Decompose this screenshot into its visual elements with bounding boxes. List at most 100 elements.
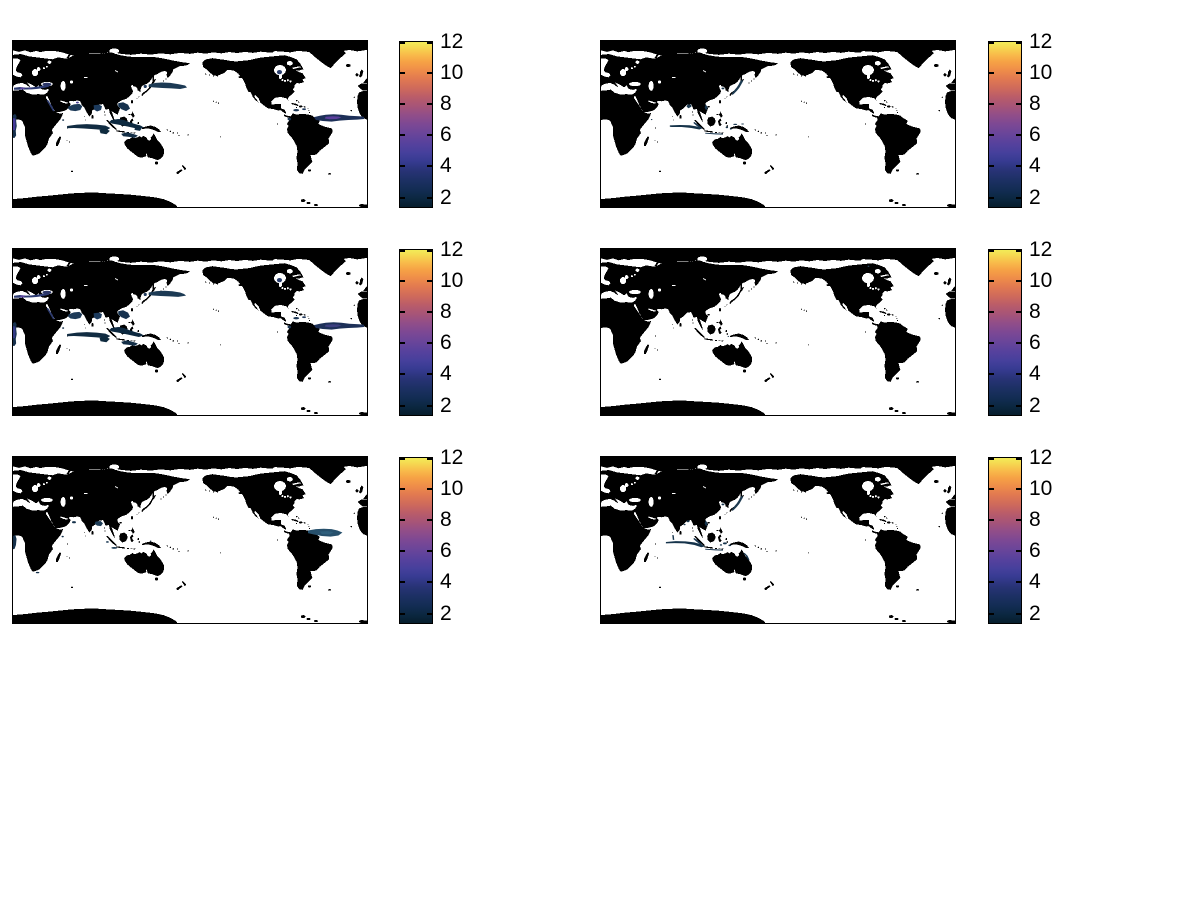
colorbar-tick-label: 8 [1029, 300, 1041, 323]
colorbar-tick [1016, 280, 1021, 282]
data-patch-flores-speck [719, 544, 723, 546]
colorbar-tick [989, 405, 994, 407]
colorbar-tick-label: 10 [1029, 61, 1053, 84]
colorbar-tick [1016, 550, 1021, 552]
colorbar-gradient [400, 458, 432, 623]
data-patch-gulf-of-guinea-core [13, 326, 16, 339]
map-panel-panel-r2c1 [12, 248, 368, 416]
colorbar-tick [989, 488, 994, 490]
data-patch-bay-of-bengal [94, 521, 103, 527]
colorbar-tick [1016, 72, 1021, 74]
map-panel-panel-r1c2 [600, 40, 956, 208]
colorbar-tick [427, 342, 432, 344]
data-patch-sea-of-japan [143, 84, 147, 89]
colorbar-tick-label: 12 [1029, 446, 1053, 469]
data-patch-java-ridge [111, 547, 118, 549]
colorbar-panel-r1c1 [399, 41, 433, 208]
data-patch-yellow-sea [721, 503, 725, 506]
data-patch-indonesian-seas [109, 119, 144, 129]
data-patch-arabian-sea [68, 311, 83, 320]
colorbar-tick [427, 280, 432, 282]
colorbar-tick [400, 280, 405, 282]
colorbar-tick [989, 519, 994, 521]
data-patch-caribbean-e [302, 316, 307, 319]
world-map-svg [13, 457, 367, 623]
colorbar-tick [1016, 581, 1021, 583]
colorbar-panel-r3c2 [988, 457, 1022, 624]
data-patch-west-med-core [20, 295, 25, 298]
data-patch-black-sea [42, 290, 52, 294]
data-patch-bay-of-bengal [93, 312, 102, 320]
data-patch-java-line [705, 548, 723, 551]
map-panel-panel-r2c2 [600, 248, 956, 416]
colorbar-tick [400, 342, 405, 344]
data-patch-west-med-core [20, 87, 25, 90]
colorbar-tick [427, 488, 432, 490]
colorbar-tick [989, 342, 994, 344]
map-panel-panel-r3c2 [600, 456, 956, 624]
data-patch-great-barrier-line [743, 552, 750, 561]
colorbar-tick [400, 134, 405, 136]
data-patch-hudson-bay [276, 278, 283, 283]
colorbar-tick-label: 2 [1029, 394, 1041, 417]
data-patch-bay-of-bengal-mark2 [683, 523, 686, 526]
data-patch-sw-sumatra [99, 336, 110, 343]
data-patch-red-sea [46, 307, 55, 320]
colorbar-tick-label: 6 [1029, 123, 1041, 146]
data-patch-caribbean-e [302, 108, 307, 111]
colorbar-tick [427, 550, 432, 552]
data-patch-somali-speck [61, 535, 64, 538]
data-patch-banda-patch2 [728, 544, 732, 547]
colorbar-tick [427, 72, 432, 74]
data-patch-sumatra-speck [105, 541, 109, 543]
colorbar-tick-label: 10 [1029, 477, 1053, 500]
colorbar-tick [989, 197, 994, 199]
colorbar-gradient [989, 458, 1021, 623]
colorbar-tick [427, 519, 432, 521]
colorbar-tick-label: 10 [440, 269, 464, 292]
data-patch-somali-coast [62, 327, 65, 329]
data-patch-panama-bight [287, 325, 292, 329]
colorbar-tick-label: 12 [440, 30, 464, 53]
colorbar-gradient [989, 250, 1021, 415]
world-map-svg [601, 457, 955, 623]
colorbar-tick-label: 12 [1029, 238, 1053, 261]
data-patch-maldives-line [672, 535, 675, 540]
colorbar-tick [427, 311, 432, 313]
colorbar-tick [400, 42, 405, 44]
data-patch-bay-of-bengal [93, 104, 102, 112]
data-patch-east-med-core [28, 87, 32, 89]
data-patch-amazon-plume-core [319, 531, 334, 535]
colorbar-tick [989, 134, 994, 136]
colorbar-tick [400, 458, 405, 460]
world-map-svg [13, 249, 367, 415]
colorbar-tick [427, 42, 432, 44]
colorbar-tick-label: 12 [440, 446, 464, 469]
data-patch-gulf-of-guinea [13, 535, 17, 550]
colorbar-tick [989, 42, 994, 44]
data-patch-indonesian-seas [109, 327, 144, 337]
data-patch-japan-coast [731, 79, 744, 95]
data-patches-layer [650, 79, 745, 135]
data-patch-banda-sea [134, 127, 142, 131]
colorbar-tick [427, 458, 432, 460]
colorbar-tick-label: 6 [1029, 539, 1041, 562]
colorbar-tick [400, 519, 405, 521]
data-patch-banda-speck [725, 126, 729, 129]
colorbar-tick-label: 10 [1029, 269, 1053, 292]
data-patch-somali-speck [650, 118, 653, 121]
colorbar-tick [989, 550, 994, 552]
colorbar-tick-label: 10 [440, 61, 464, 84]
data-patches-layer [727, 265, 870, 337]
data-patch-arctic-canada-speck [867, 265, 870, 267]
data-patch-n-new-guinea2 [741, 123, 745, 125]
colorbar-tick [427, 103, 432, 105]
colorbar-tick [989, 311, 994, 313]
data-patch-sw-sumatra [99, 128, 110, 135]
colorbar-tick-label: 4 [440, 154, 452, 177]
colorbar-panel-r2c2 [988, 249, 1022, 416]
colorbar-tick [400, 581, 405, 583]
colorbar-tick [989, 103, 994, 105]
colorbar-tick [1016, 373, 1021, 375]
map-panel-panel-r3c1 [12, 456, 368, 624]
